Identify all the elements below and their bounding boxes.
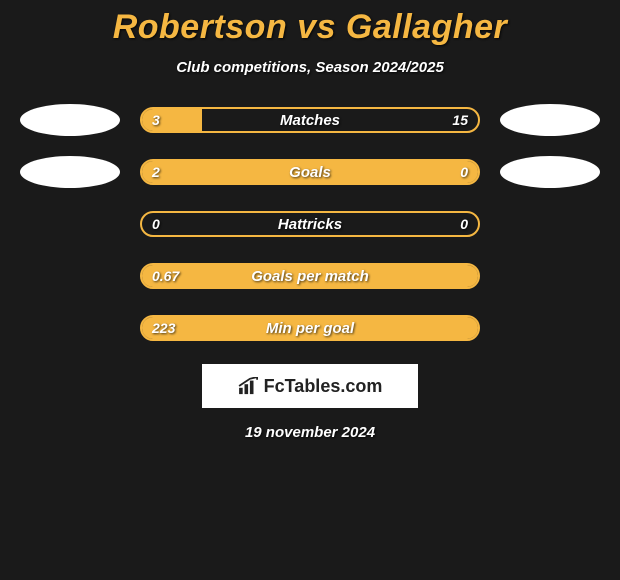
page-title: Robertson vs Gallagher bbox=[0, 8, 620, 47]
spacer bbox=[500, 312, 600, 344]
stat-bar: 0Hattricks0 bbox=[140, 211, 480, 237]
chart-icon bbox=[238, 377, 260, 395]
comparison-widget: Robertson vs Gallagher Club competitions… bbox=[0, 0, 620, 441]
stat-value-right: 15 bbox=[452, 109, 468, 131]
comparison-row: 223Min per goal bbox=[0, 312, 620, 344]
spacer bbox=[500, 208, 600, 240]
stat-bar: 223Min per goal bbox=[140, 315, 480, 341]
logo-content: FcTables.com bbox=[238, 376, 383, 397]
spacer bbox=[500, 260, 600, 292]
subtitle: Club competitions, Season 2024/2025 bbox=[0, 59, 620, 76]
comparison-rows: 3Matches152Goals00Hattricks00.67Goals pe… bbox=[0, 104, 620, 344]
stat-label: Min per goal bbox=[142, 317, 478, 339]
comparison-row: 3Matches15 bbox=[0, 104, 620, 136]
stat-bar: 0.67Goals per match bbox=[140, 263, 480, 289]
stat-label: Hattricks bbox=[142, 213, 478, 235]
comparison-row: 0.67Goals per match bbox=[0, 260, 620, 292]
stat-value-right: 0 bbox=[460, 213, 468, 235]
stat-bar: 2Goals0 bbox=[140, 159, 480, 185]
date-text: 19 november 2024 bbox=[0, 424, 620, 441]
team-logo-right bbox=[500, 104, 600, 136]
spacer bbox=[20, 312, 120, 344]
attribution-logo[interactable]: FcTables.com bbox=[202, 364, 418, 408]
team-logo-left bbox=[20, 104, 120, 136]
spacer bbox=[20, 260, 120, 292]
stat-label: Goals bbox=[142, 161, 478, 183]
spacer bbox=[20, 208, 120, 240]
comparison-row: 2Goals0 bbox=[0, 156, 620, 188]
stat-label: Goals per match bbox=[142, 265, 478, 287]
stat-label: Matches bbox=[142, 109, 478, 131]
logo-label: FcTables.com bbox=[264, 376, 383, 397]
stat-bar: 3Matches15 bbox=[140, 107, 480, 133]
comparison-row: 0Hattricks0 bbox=[0, 208, 620, 240]
team-logo-left bbox=[20, 156, 120, 188]
team-logo-right bbox=[500, 156, 600, 188]
stat-value-right: 0 bbox=[460, 161, 468, 183]
